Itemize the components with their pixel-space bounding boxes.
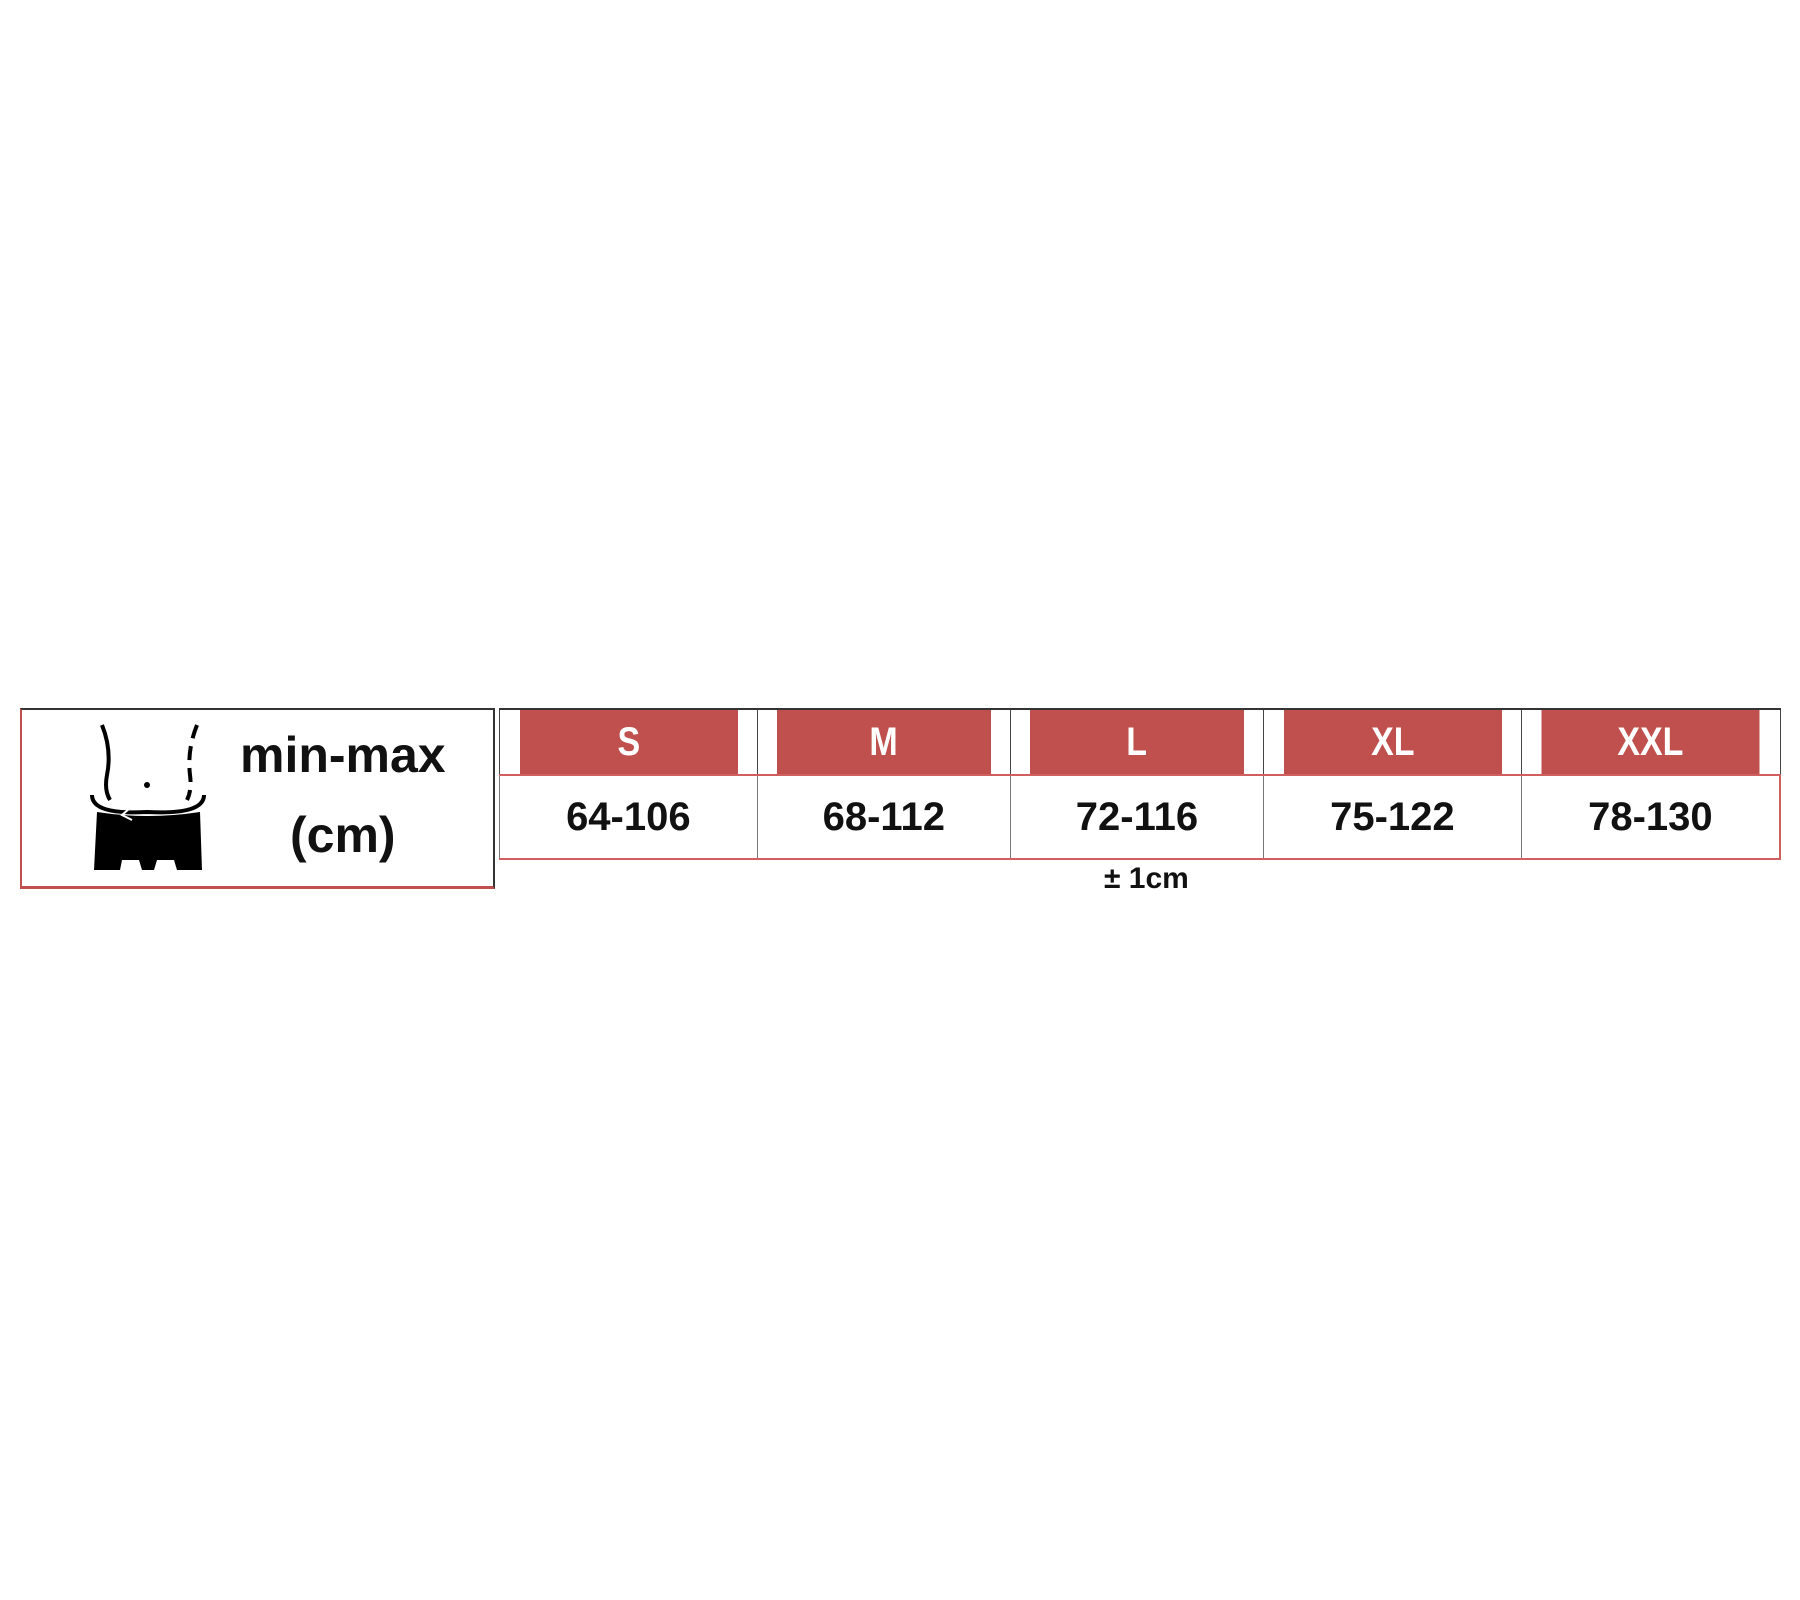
range-cell: 78-130 [1520,774,1781,860]
size-header-row: S M L XL XXL [500,708,1781,775]
range-cell: 68-112 [756,774,1011,860]
range-cell: 72-116 [1009,774,1264,860]
label-min-max: min-max [240,727,446,783]
size-header: L [1028,708,1245,775]
size-header: M [775,708,992,775]
range-row: 64-106 68-112 72-116 75-122 78-130 [499,774,1781,860]
label-unit: (cm) [290,807,396,863]
waist-measure-icon [90,724,206,870]
size-header: S [518,708,739,775]
size-header: XL [1282,708,1503,775]
range-cell: 75-122 [1263,774,1522,860]
tolerance-note: ± 1cm [1104,862,1189,895]
measurement-label-box: min-max (cm) [20,708,495,889]
size-table: S M L XL XXL 64-106 68-112 72-116 75-122… [499,708,1781,860]
range-cell: 64-106 [499,774,758,860]
size-header: XXL [1540,708,1762,775]
